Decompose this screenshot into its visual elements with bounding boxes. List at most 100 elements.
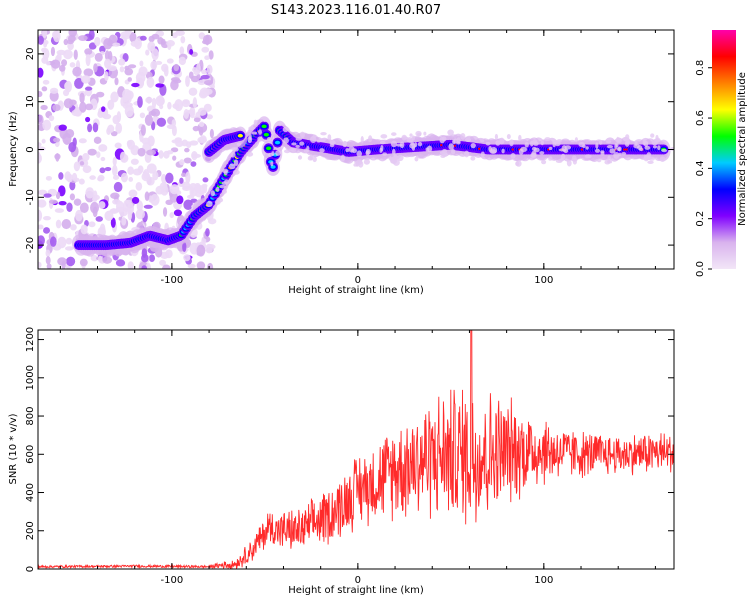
noise-blob: [98, 201, 106, 209]
noise-blob: [162, 264, 171, 269]
ridge-speckle: [652, 145, 658, 149]
ridge-speckle: [210, 190, 215, 197]
noise-blob: [104, 210, 114, 222]
noise-blob: [85, 116, 91, 123]
ridge-speckle: [270, 161, 274, 167]
noise-blob: [159, 104, 164, 110]
noise-blob: [38, 142, 42, 147]
noise-blob: [70, 224, 77, 231]
noise-blob: [207, 262, 214, 269]
noise-blob: [82, 165, 92, 174]
noise-blob: [128, 176, 134, 182]
y-tick-label: -20: [25, 237, 36, 253]
noise-blob: [45, 256, 51, 265]
noise-blob: [127, 166, 134, 175]
ridge-speckle: [621, 151, 627, 156]
ridge-speckle: [251, 131, 258, 135]
noise-blob: [127, 261, 134, 269]
noise-blob: [102, 256, 113, 264]
noise-blob: [116, 111, 122, 123]
colorbar-tick-label: 0.6: [695, 110, 706, 126]
noise-blob: [101, 106, 106, 112]
noise-blob: [85, 187, 95, 199]
noise-blob: [146, 163, 157, 174]
ridge-speckle: [524, 142, 529, 148]
noise-blob: [150, 194, 160, 206]
ridge-speckle: [360, 136, 364, 144]
noise-blob: [92, 122, 99, 133]
ridge-speckle: [214, 199, 221, 205]
noise-blob: [204, 55, 210, 61]
noise-blob: [202, 88, 213, 95]
ridge-speckle: [650, 133, 655, 138]
noise-blob: [79, 161, 85, 166]
noise-blob: [145, 262, 151, 269]
ridge-speckle: [456, 137, 461, 144]
noise-blob: [49, 236, 57, 247]
noise-blob: [115, 259, 126, 267]
x-tick-label: 100: [534, 275, 553, 286]
ridge-speckle: [423, 131, 427, 136]
noise-blob: [143, 204, 153, 209]
ridge-speckle: [232, 147, 239, 152]
noise-blob: [165, 249, 173, 259]
noise-blob: [120, 31, 131, 38]
snr-y-ticks: 0 200 400 600 800 1000 1200: [25, 327, 674, 572]
noise-blob: [171, 32, 178, 39]
ridge-speckle: [380, 144, 384, 152]
noise-blob: [55, 153, 60, 162]
noise-blob: [96, 91, 105, 98]
noise-blob: [172, 103, 180, 109]
noise-blob: [166, 58, 174, 64]
ridge-speckle: [380, 134, 388, 139]
noise-blob: [69, 180, 76, 191]
ridge-speckle: [299, 141, 305, 146]
ridge-speckle: [300, 131, 305, 139]
noise-blob: [151, 97, 157, 110]
noise-blob: [61, 59, 68, 67]
noise-blob: [183, 157, 192, 164]
ridge-speckle: [399, 141, 405, 149]
noise-blob: [80, 224, 88, 235]
ridge-speckle: [426, 145, 433, 153]
figure-title: S143.2023.116.01.40.R07: [271, 3, 441, 18]
ridge-speckle: [531, 150, 537, 157]
noise-blob: [93, 63, 98, 73]
noise-blob: [198, 121, 205, 127]
ridge-speckle: [510, 152, 516, 159]
noise-blob: [183, 254, 191, 262]
ridge-speckle: [358, 160, 364, 168]
ridge-speckle: [297, 155, 303, 160]
ridge-speckle: [291, 142, 297, 146]
ridge-speckle: [389, 156, 396, 164]
noise-blob: [173, 79, 182, 84]
noise-blob: [90, 201, 100, 214]
colorbar-ticks: 0.0 0.2 0.4 0.6 0.8: [695, 60, 712, 277]
noise-blob: [81, 75, 91, 84]
noise-blob: [141, 265, 148, 269]
noise-blob: [52, 104, 61, 112]
noise-blob: [65, 237, 73, 245]
noise-blob: [188, 87, 198, 96]
ridge-speckle: [607, 159, 611, 164]
noise-blob: [78, 178, 85, 185]
ridge-speckle: [555, 159, 563, 164]
noise-blob: [189, 48, 194, 55]
noise-blob: [144, 114, 153, 126]
ridge-speckle: [540, 140, 544, 146]
noise-blob: [63, 38, 69, 46]
noise-blob: [38, 199, 47, 208]
ridge-speckle: [379, 140, 386, 145]
noise-blob: [152, 171, 159, 181]
y-tick-label: -10: [25, 189, 36, 205]
noise-blob: [130, 145, 140, 156]
noise-blob: [172, 155, 177, 161]
noise-blob: [148, 254, 156, 262]
ridge-speckle: [415, 130, 422, 137]
noise-blob: [112, 175, 120, 181]
snr-x-axis-label: Height of straight line (km): [288, 585, 424, 596]
ridge-speckle: [643, 155, 651, 160]
ridge-speckle: [532, 139, 538, 144]
ridge-speckle: [277, 122, 283, 127]
